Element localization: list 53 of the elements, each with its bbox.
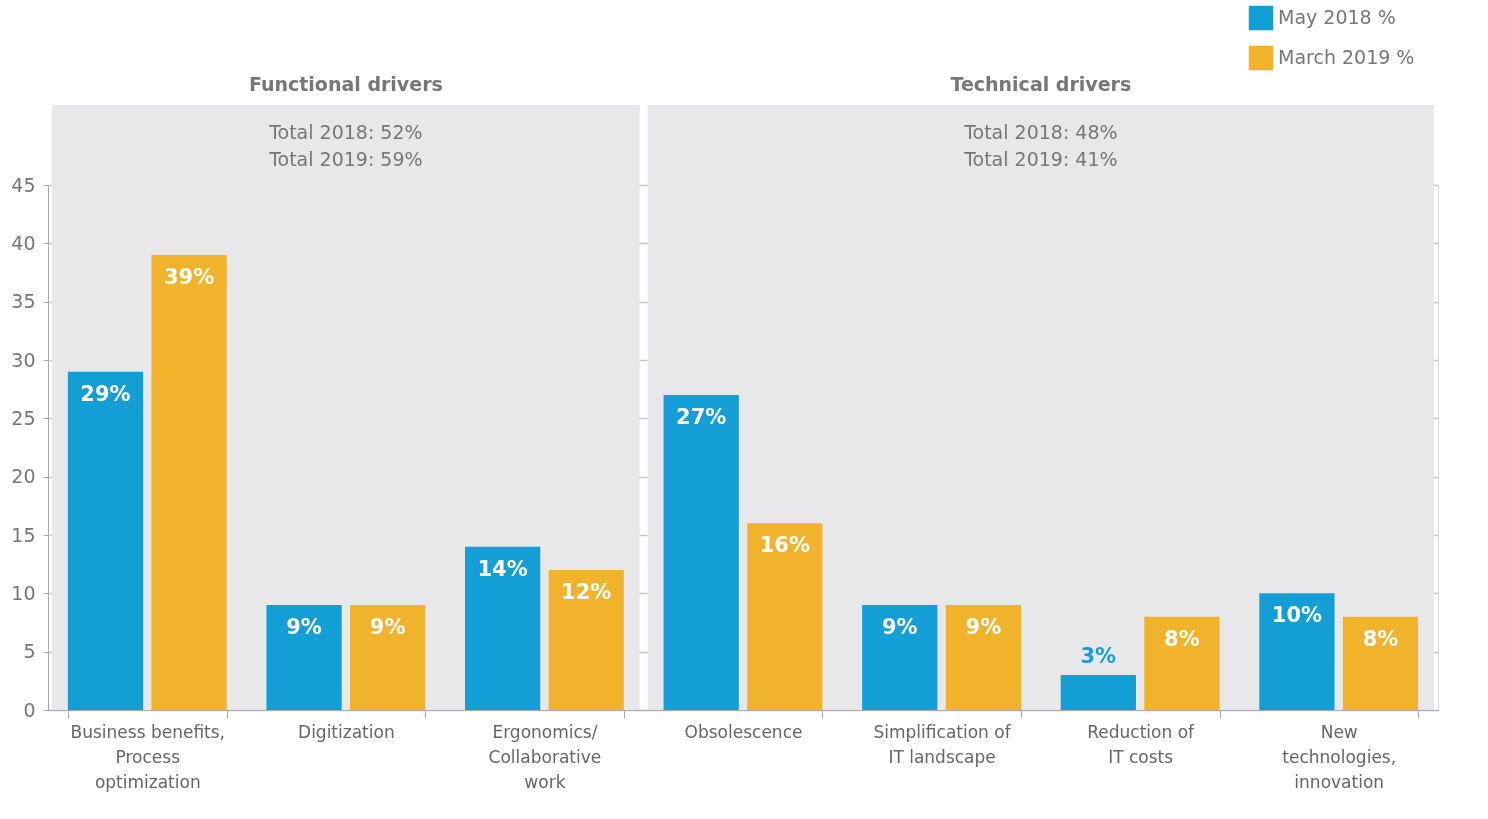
data-label: 8% xyxy=(1362,626,1399,651)
legend-label: March 2019 % xyxy=(1278,46,1415,68)
text: Total 2018: 52% xyxy=(268,121,423,143)
y-tick-label: 35 xyxy=(11,290,36,313)
bar xyxy=(465,546,541,710)
bar xyxy=(1144,616,1220,710)
y-tick-label: 10 xyxy=(11,581,36,604)
text: Total 2018: 48% xyxy=(963,121,1118,143)
bar xyxy=(1259,593,1335,710)
y-tick-label: 45 xyxy=(11,173,36,196)
bar xyxy=(350,605,426,710)
bar xyxy=(945,605,1021,710)
y-tick-label: 20 xyxy=(11,465,36,488)
data-label: 12% xyxy=(561,580,612,604)
bar xyxy=(862,605,938,710)
bar xyxy=(67,371,144,710)
data-label: 14% xyxy=(477,556,528,581)
data-label: 9% xyxy=(965,615,1002,639)
data-label: 9% xyxy=(881,615,918,639)
bar xyxy=(663,395,739,710)
data-label: 29% xyxy=(80,381,131,406)
y-tick-label: 25 xyxy=(11,406,36,429)
bar xyxy=(747,523,823,710)
bar xyxy=(1342,616,1419,710)
x-tick-label: Ergonomics/ Collaborative work xyxy=(488,721,602,792)
y-tick-label: 15 xyxy=(11,523,36,546)
x-tick-label: New technologies, innovation xyxy=(1282,721,1397,792)
band-label: Technical drivers xyxy=(950,73,1132,95)
data-label: 3% xyxy=(1080,644,1117,668)
data-label: 10% xyxy=(1271,603,1323,628)
legend-label: May 2018 % xyxy=(1278,6,1396,28)
y-tick-label: 5 xyxy=(23,640,36,663)
data-label: 9% xyxy=(369,615,406,639)
y-tick-label: 40 xyxy=(11,231,36,254)
text: Total 2019: 59% xyxy=(268,148,423,170)
band-label: Functional drivers xyxy=(248,73,443,95)
y-tick-label: 30 xyxy=(11,348,36,371)
x-tick-label: Digitization xyxy=(298,721,395,742)
data-label: 39% xyxy=(163,265,215,289)
bar xyxy=(1060,675,1136,710)
x-tick-label: Reduction of IT costs xyxy=(1087,721,1196,767)
data-label: 16% xyxy=(759,533,810,558)
x-tick-label: Business benefits, Process optimization xyxy=(70,721,226,792)
data-label: 27% xyxy=(676,405,727,429)
bar xyxy=(548,570,624,710)
x-tick-label: Obsolescence xyxy=(684,721,803,742)
data-label: 9% xyxy=(286,615,322,639)
y-tick-label: 0 xyxy=(23,698,36,721)
bar xyxy=(151,255,227,710)
x-tick-label: Simplification of IT landscape xyxy=(873,721,1012,767)
text: Total 2019: 41% xyxy=(963,148,1118,170)
data-label: 8% xyxy=(1164,626,1200,651)
bar xyxy=(266,605,342,710)
